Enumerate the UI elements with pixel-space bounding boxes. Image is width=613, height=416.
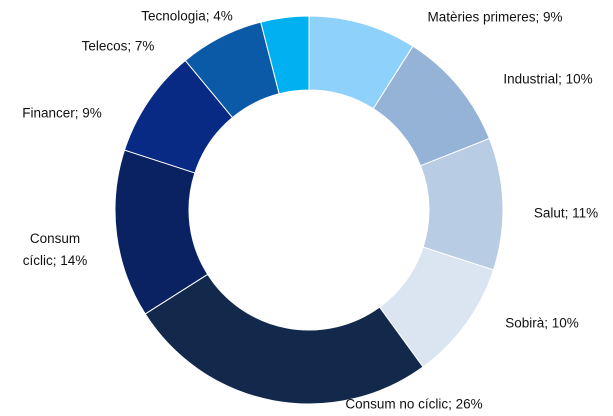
data-label: Tecnologia; 4% bbox=[141, 9, 233, 24]
data-label: Consum cíclic; 14% bbox=[23, 231, 88, 268]
data-label: Industrial; 10% bbox=[503, 72, 592, 87]
donut-slice bbox=[260, 15, 310, 95]
data-label: Sobirà; 10% bbox=[505, 316, 579, 331]
data-label: Consum no cíclic; 26% bbox=[345, 397, 482, 412]
data-label: Telecos; 7% bbox=[82, 39, 155, 54]
data-label: Salut; 11% bbox=[534, 206, 598, 221]
data-label: Financer; 9% bbox=[22, 106, 102, 121]
donut-slice bbox=[144, 273, 424, 405]
data-label: Matèries primeres; 9% bbox=[427, 10, 562, 25]
